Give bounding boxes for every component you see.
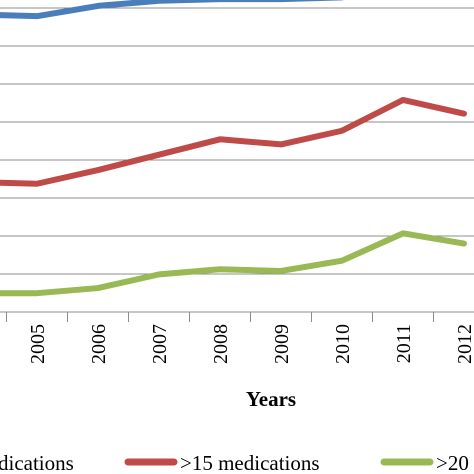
legend: dications >15 medications >20 bbox=[0, 451, 469, 474]
series-line-3 bbox=[0, 230, 467, 297]
legend-label: >15 medications bbox=[180, 451, 320, 474]
series-line-1 bbox=[0, 0, 344, 20]
legend-label: dications bbox=[0, 451, 74, 474]
series-lines bbox=[0, 0, 467, 297]
x-axis-title: Years bbox=[246, 387, 296, 411]
x-tick-label: 2006 bbox=[88, 324, 110, 364]
x-tick-label: 2007 bbox=[149, 324, 171, 364]
legend-label: >20 bbox=[436, 451, 469, 474]
series-line-2 bbox=[0, 96, 467, 187]
x-tick-label: 2010 bbox=[332, 324, 354, 364]
x-tick-labels: 2005 2006 2007 2008 2009 2010 2011 2012 bbox=[27, 324, 474, 364]
x-tick-label: 2008 bbox=[210, 324, 232, 364]
x-tick-label: 2005 bbox=[27, 324, 49, 364]
gridlines bbox=[0, 7, 474, 322]
x-tick-label: 2011 bbox=[393, 324, 415, 363]
x-tick-label: 2009 bbox=[271, 324, 293, 364]
x-tick-label: 2012 bbox=[454, 324, 474, 364]
